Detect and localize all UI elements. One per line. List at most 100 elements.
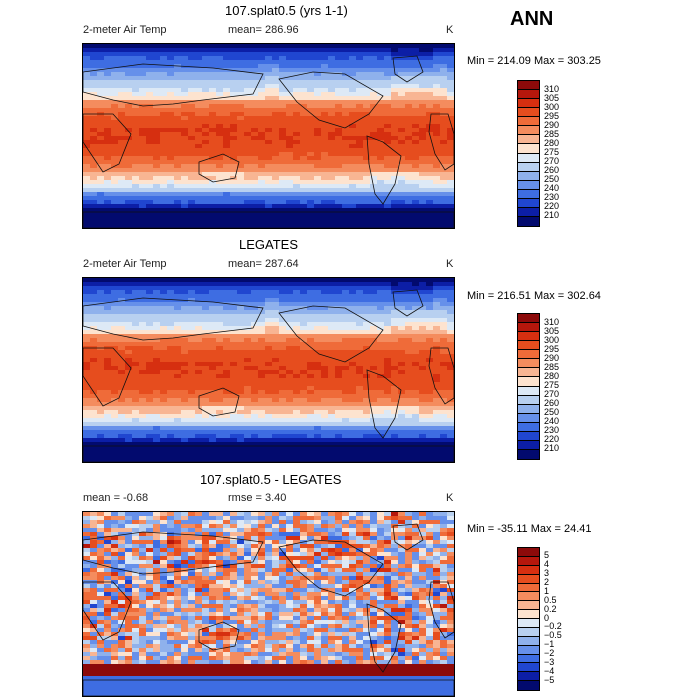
map-cell (251, 338, 259, 343)
map-cell (195, 112, 203, 117)
map-cell (251, 298, 259, 303)
map-cell (118, 88, 126, 93)
map-cell (426, 172, 434, 177)
map-cell (272, 386, 280, 391)
map-cell (160, 164, 168, 169)
map-cell (272, 290, 280, 295)
map-cell (391, 112, 399, 117)
map-cell (419, 394, 427, 399)
map-cell (391, 298, 399, 303)
map-cell (398, 164, 406, 169)
map-cell (433, 322, 441, 327)
map-cell (286, 314, 294, 319)
map-cell (405, 216, 413, 221)
map-cell (398, 298, 406, 303)
map-cell (349, 298, 357, 303)
map-cell (300, 370, 308, 375)
map-cell (293, 410, 301, 415)
map-cell (146, 80, 154, 85)
map-cell (384, 454, 392, 459)
map-cell (307, 148, 315, 153)
map-cell (216, 286, 224, 291)
map-cell (139, 458, 147, 462)
map-cell (195, 144, 203, 149)
map-cell (216, 458, 224, 462)
map-cell (314, 192, 322, 197)
map-cell (258, 302, 266, 307)
map-cell (195, 48, 203, 53)
map-cell (83, 298, 91, 303)
map-cell (90, 96, 98, 101)
map-cell (419, 278, 427, 283)
map-cell (230, 164, 238, 169)
map-cell (328, 60, 336, 65)
map-cell (370, 338, 378, 343)
map-cell (412, 208, 420, 213)
map-cell (356, 394, 364, 399)
map-cell (293, 52, 301, 57)
map-cell (370, 438, 378, 443)
map-cell (104, 354, 112, 359)
map-cell (265, 44, 273, 49)
map-cell (265, 60, 273, 65)
map-cell (447, 394, 454, 399)
map-cell (328, 68, 336, 73)
map-cell (272, 48, 280, 53)
map-cell (335, 442, 343, 447)
map-cell (314, 160, 322, 165)
map-cell (314, 52, 322, 57)
map-cell (384, 44, 392, 49)
map-cell (202, 124, 210, 129)
map-cell (335, 180, 343, 185)
map-cell (258, 398, 266, 403)
map-cell (223, 192, 231, 197)
map-cell (370, 44, 378, 49)
map-cell (209, 282, 217, 287)
map-cell (356, 124, 364, 129)
map-cell (160, 180, 168, 185)
map-cell (83, 128, 91, 133)
map-cell (447, 378, 454, 383)
map-cell (314, 100, 322, 105)
map-cell (258, 188, 266, 193)
map-cell (258, 290, 266, 295)
colorbar-swatch (518, 126, 539, 136)
map-cell (286, 172, 294, 177)
map-cell (314, 208, 322, 213)
map-cell (223, 326, 231, 331)
map-cell (440, 96, 448, 101)
map-cell (286, 48, 294, 53)
map-cell (279, 104, 287, 109)
map-cell (125, 350, 133, 355)
map-cell (97, 402, 105, 407)
map-cell (384, 52, 392, 57)
map-cell (342, 418, 350, 423)
map-cell (181, 76, 189, 81)
map-cell (139, 322, 147, 327)
map-cell (342, 132, 350, 137)
map-cell (230, 322, 238, 327)
map-cell (384, 330, 392, 335)
map-cell (279, 298, 287, 303)
colorbar-swatch (518, 314, 539, 324)
map-cell (391, 184, 399, 189)
map-cell (83, 148, 91, 153)
map-cell (132, 120, 140, 125)
map-cell (433, 136, 441, 141)
map-cell (391, 446, 399, 451)
map-cell (237, 342, 245, 347)
map-cell (202, 80, 210, 85)
map-cell (279, 188, 287, 193)
map-cell (132, 406, 140, 411)
map-cell (342, 140, 350, 145)
map-cell (405, 354, 413, 359)
map-cell (153, 100, 161, 105)
panel-1-mean-label: mean= 286.96 (228, 24, 299, 36)
map-cell (237, 184, 245, 189)
map-cell (202, 180, 210, 185)
map-cell (258, 168, 266, 173)
map-cell (349, 184, 357, 189)
map-cell (160, 374, 168, 379)
map-cell (202, 64, 210, 69)
map-cell (377, 370, 385, 375)
